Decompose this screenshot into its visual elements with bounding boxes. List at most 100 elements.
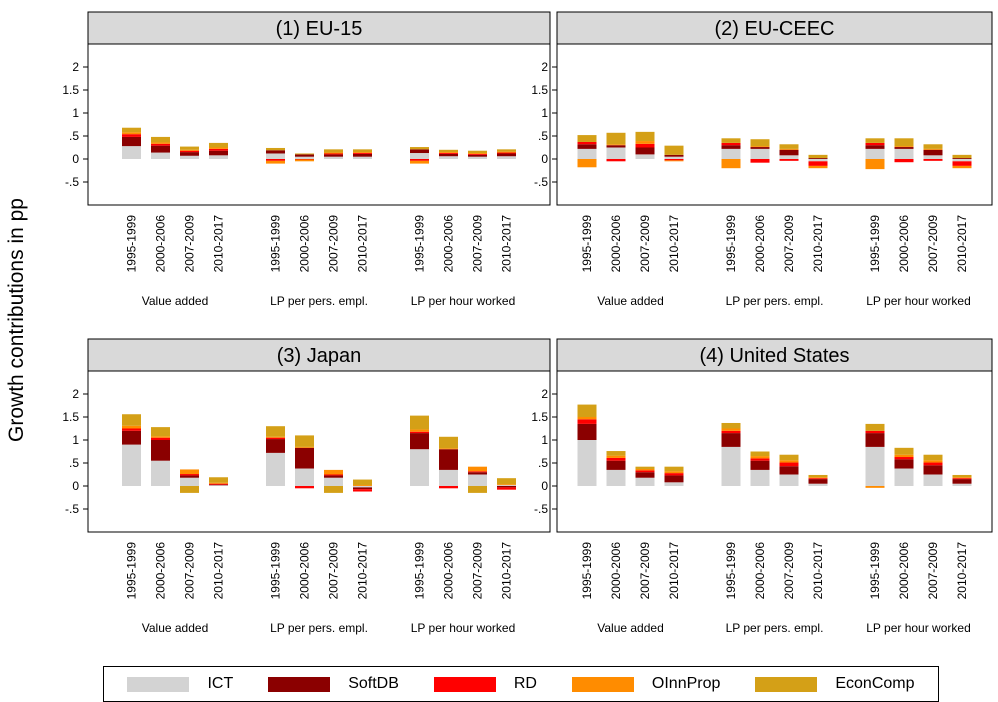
x-tick-label: 1995-1999 [413, 542, 427, 600]
x-tick-label: 2000-2006 [154, 542, 168, 600]
bar-segment-ict [865, 148, 885, 159]
bar-segment-oinnprop [606, 144, 626, 146]
bar-segment-softdb [865, 145, 885, 149]
bar-segment-ict [439, 156, 458, 159]
bar-segment-oinnprop [324, 469, 343, 475]
bar-segment-ict [295, 468, 314, 486]
bar-segment-rd [266, 159, 285, 161]
bar-segment-ict [295, 156, 314, 159]
bar-segment-softdb [721, 433, 741, 447]
legend-label: RD [513, 675, 537, 692]
bar-segment-rd [410, 159, 429, 161]
group-label: LP per hour worked [866, 621, 971, 635]
x-tick-label: 2000-2006 [609, 542, 623, 600]
bar-segment-softdb [324, 154, 343, 157]
legend-item-oinnprop: OInnProp [571, 675, 720, 693]
bar-segment-softdb [180, 475, 199, 478]
bar-segment-econcomp [865, 138, 885, 143]
x-tick-label: 1995-1999 [269, 542, 283, 600]
bar-segment-econcomp [894, 138, 914, 147]
y-tick-label: -.5 [534, 175, 548, 189]
panel-title-bar [87, 11, 551, 45]
bar-segment-softdb [721, 145, 741, 149]
x-tick-label: 2007-2009 [471, 215, 485, 273]
legend-item-rd: RD [433, 675, 537, 693]
bar-segment-oinnprop [664, 160, 684, 162]
y-tick-label: 0 [72, 479, 79, 493]
bar-segment-oinnprop [353, 152, 372, 154]
y-tick-label: 2 [541, 387, 548, 401]
bar-segment-oinnprop [865, 486, 885, 488]
bar-segment-ict [266, 153, 285, 159]
legend-swatch [127, 676, 190, 692]
legend-label: EconComp [835, 675, 915, 692]
bar-segment-softdb [577, 144, 597, 149]
legend-item-ict: ICT [127, 675, 233, 693]
bar-segment-oinnprop [151, 142, 170, 144]
y-tick-label: 2 [541, 60, 548, 74]
bar-segment-oinnprop [577, 417, 597, 420]
group-label: LP per hour worked [866, 294, 971, 308]
bar-segment-ict [635, 154, 655, 159]
bar-segment-softdb [894, 147, 914, 149]
bar-segment-oinnprop [468, 466, 487, 472]
x-tick-label: 2007-2009 [327, 542, 341, 600]
x-tick-label: 2000-2006 [154, 215, 168, 273]
x-tick-label: 1995-1999 [868, 542, 882, 600]
x-tick-label: 2007-2009 [782, 542, 796, 600]
legend-swatch [268, 676, 331, 692]
bar-segment-oinnprop [779, 460, 799, 463]
group-label: LP per hour worked [411, 294, 516, 308]
bar-segment-softdb [209, 484, 228, 486]
bar-segment-softdb [151, 440, 170, 461]
legend-swatch [755, 676, 818, 692]
bar-segment-rd [295, 159, 314, 160]
bar-segment-ict [353, 156, 372, 159]
bar-segment-ict [324, 156, 343, 159]
bar-segment-ict [894, 468, 914, 486]
bar-segment-rd [324, 153, 343, 155]
x-tick-label: 1995-1999 [125, 542, 139, 600]
bar-segment-softdb [353, 487, 372, 490]
bar-segment-oinnprop [750, 456, 770, 459]
bar-segment-econcomp [209, 477, 228, 483]
bar-segment-econcomp [577, 135, 597, 142]
x-tick-label: 2007-2009 [638, 215, 652, 273]
bar-segment-ict [122, 146, 141, 159]
x-tick-label: 2007-2009 [183, 542, 197, 600]
bar-segment-rd [266, 437, 285, 440]
x-tick-label: 1995-1999 [125, 215, 139, 273]
bar-segment-ict [952, 483, 972, 486]
group-label: LP per hour worked [411, 621, 516, 635]
bar-segment-rd [750, 159, 770, 163]
bar-segment-softdb [324, 475, 343, 478]
bar-segment-rd [468, 153, 487, 155]
bar-segment-ict [606, 147, 626, 159]
bar-segment-softdb [410, 433, 429, 450]
x-tick-label: 2010-2017 [212, 542, 226, 600]
x-tick-label: 2010-2017 [356, 215, 370, 273]
bar-segment-rd [439, 486, 458, 489]
bar-segment-econcomp [497, 149, 516, 152]
y-tick-label: .5 [538, 456, 548, 470]
bar-segment-softdb [779, 149, 799, 156]
y-tick-label: 2 [72, 387, 79, 401]
bar-segment-oinnprop [894, 146, 914, 148]
bar-segment-rd [606, 159, 626, 162]
bar-segment-rd [923, 462, 943, 466]
plot-frame [87, 370, 551, 533]
bar-segment-ict [750, 469, 770, 486]
bar-segment-econcomp [664, 145, 684, 155]
x-tick-label: 1995-1999 [724, 215, 738, 273]
bar-segment-econcomp [577, 404, 597, 417]
bar-segment-ict [865, 446, 885, 486]
bar-segment-ict [721, 148, 741, 159]
bar-segment-econcomp [410, 415, 429, 430]
x-tick-label: 2007-2009 [327, 215, 341, 273]
bar-segment-softdb [180, 152, 199, 156]
bar-segment-ict [635, 477, 655, 486]
bar-segment-oinnprop [635, 141, 655, 144]
bar-segment-softdb [750, 147, 770, 149]
bar-segment-econcomp [324, 149, 343, 153]
bar-segment-oinnprop [266, 436, 285, 438]
